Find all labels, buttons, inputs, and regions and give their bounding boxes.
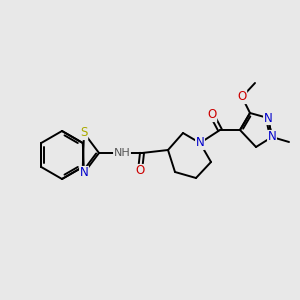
Text: N: N [264, 112, 272, 124]
Text: N: N [196, 136, 204, 149]
Text: O: O [237, 91, 247, 103]
Text: O: O [135, 164, 145, 178]
Text: S: S [80, 127, 88, 140]
Text: O: O [207, 109, 217, 122]
Text: N: N [80, 167, 88, 179]
Text: N: N [268, 130, 276, 143]
Text: NH: NH [114, 148, 130, 158]
